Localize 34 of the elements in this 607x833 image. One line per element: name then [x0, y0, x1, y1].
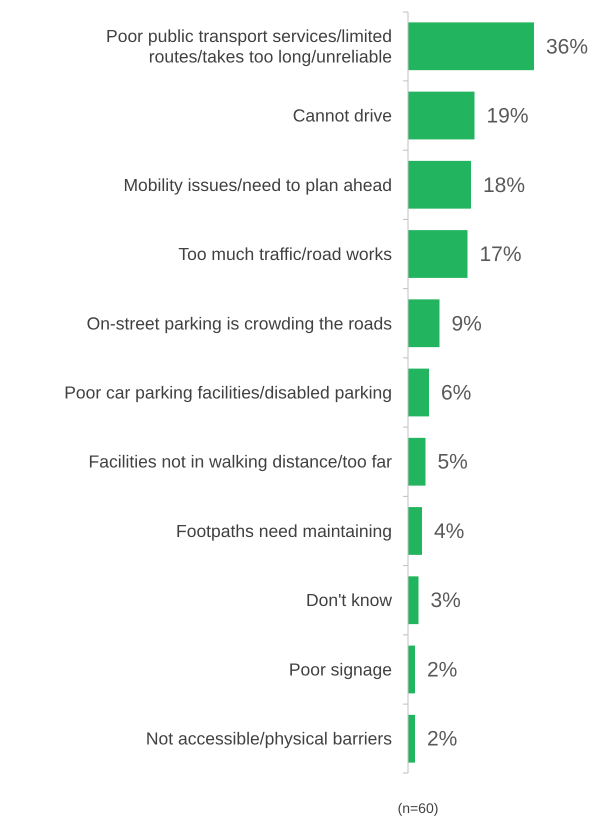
data-label: 36% — [546, 35, 588, 58]
bar — [408, 92, 474, 140]
bar — [408, 368, 429, 416]
y-tick-label: Too much traffic/road works — [178, 244, 392, 264]
y-tick-label: Footpaths need maintaining — [176, 520, 392, 541]
bar — [408, 230, 468, 278]
bar — [408, 22, 534, 70]
y-tick-label: Poor car parking facilities/disabled parking — [64, 382, 392, 402]
y-tick-label: Poor signage — [288, 659, 392, 680]
bar — [408, 438, 426, 486]
data-label: 5% — [438, 450, 468, 474]
bar — [408, 160, 471, 209]
data-label: 4% — [434, 520, 464, 543]
y-tick-label: Poor public transport services/limited routes/takes too long/unreliable — [106, 26, 392, 66]
bar — [408, 576, 418, 624]
bar — [408, 714, 415, 763]
data-label: 18% — [483, 174, 526, 197]
text: (n=60) — [398, 800, 438, 816]
bar — [408, 646, 415, 694]
data-label: 2% — [427, 658, 458, 682]
y-tick-label: Don't know — [306, 590, 392, 610]
data-label: 3% — [430, 589, 461, 612]
data-label: 6% — [441, 382, 472, 404]
y-tick-label: Facilities not in walking distance/too far — [88, 452, 392, 472]
data-label: 19% — [486, 104, 529, 128]
bar — [408, 507, 422, 555]
y-tick-label: Not accessible/physical barriers — [146, 728, 392, 749]
y-tick-label: On-street parking is crowding the roads — [86, 313, 392, 334]
data-label: 2% — [427, 728, 458, 751]
data-label: 9% — [452, 312, 482, 336]
y-tick-label: Cannot drive — [292, 106, 392, 126]
y-tick-label: Mobility issues/need to plan ahead — [123, 174, 392, 195]
bar — [408, 299, 440, 348]
data-label: 17% — [480, 243, 522, 266]
